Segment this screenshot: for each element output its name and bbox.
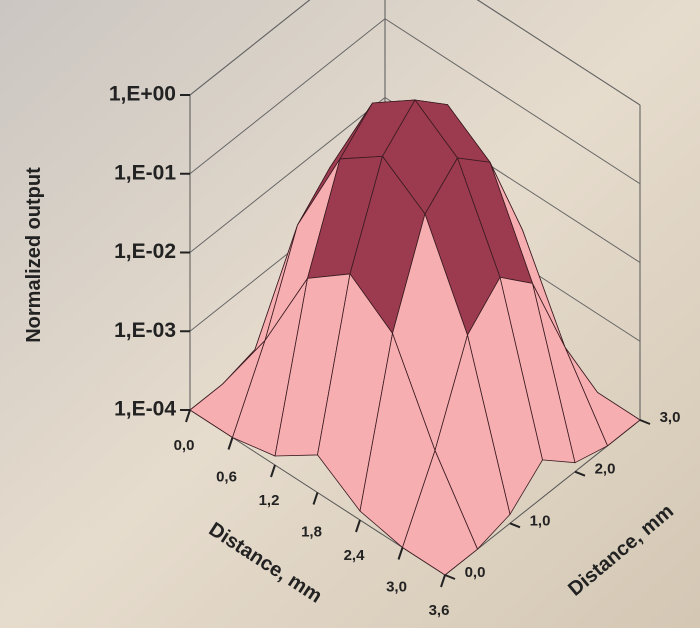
z-tick-label: 1,E-01 xyxy=(114,161,176,184)
y-tick-label: 0,0 xyxy=(465,564,486,581)
x-tick-label: 3,0 xyxy=(386,579,407,596)
y-tick-label: 3,0 xyxy=(660,409,681,426)
z-tick-label: 1,E+00 xyxy=(109,83,176,106)
z-tick-label: 1,E-03 xyxy=(114,319,176,342)
page: Normalized output Distance, mm Distance,… xyxy=(0,0,700,628)
x-tick-label: 0,0 xyxy=(174,437,195,454)
y-tick-label: 2,0 xyxy=(595,461,616,478)
x-tick-label: 1,2 xyxy=(259,492,280,509)
z-tick-label: 1,E-02 xyxy=(114,240,176,263)
z-axis-title: Normalized output xyxy=(23,167,45,343)
x-tick-label: 1,8 xyxy=(301,524,322,541)
z-tick-label: 1,E-04 xyxy=(114,398,176,421)
x-tick-label: 3,6 xyxy=(429,602,450,619)
y-tick-label: 1,0 xyxy=(530,512,551,529)
x-tick-label: 0,6 xyxy=(216,469,237,486)
x-tick-label: 2,4 xyxy=(344,547,366,564)
chart: Normalized output Distance, mm Distance,… xyxy=(0,0,700,628)
